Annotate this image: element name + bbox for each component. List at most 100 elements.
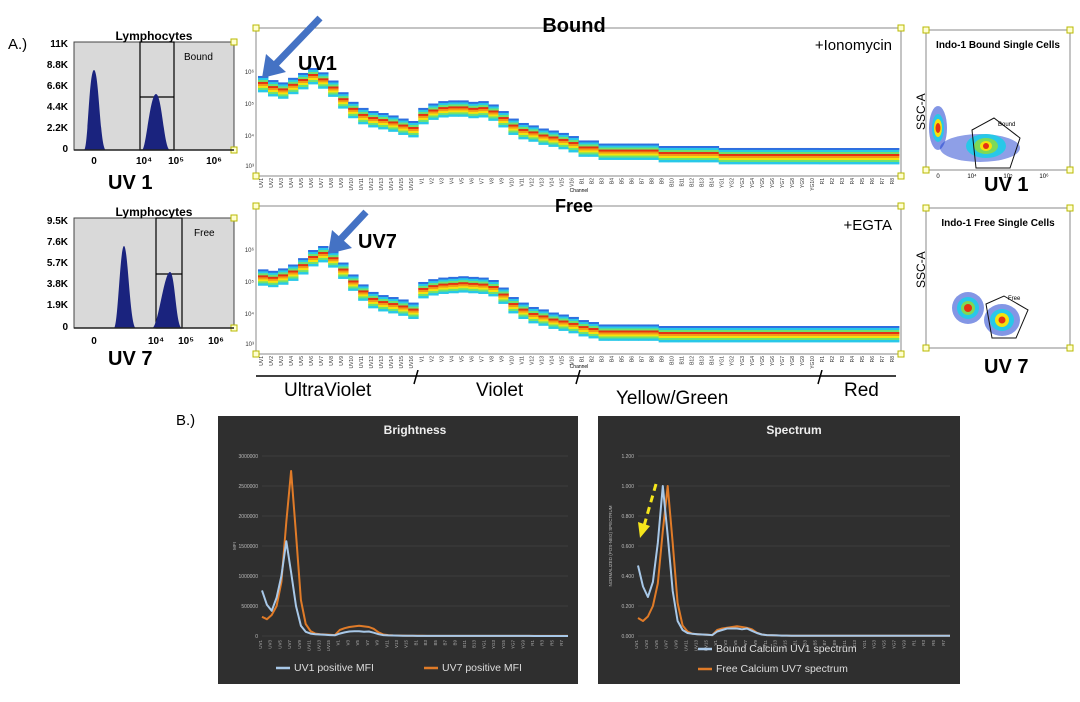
spectrum-cell (848, 326, 860, 329)
y-tick: 10⁵ (245, 101, 255, 108)
spectrum-cell (848, 158, 860, 161)
spectrum-cell (498, 121, 509, 124)
channel-tick: V5 (459, 178, 465, 184)
spectrum-cell (578, 320, 589, 323)
spectrum-cell (688, 145, 700, 149)
spectrum-cell (538, 311, 549, 314)
spectrum-cell (338, 262, 349, 265)
spectrum-cell (498, 299, 509, 302)
spectrum-cell (508, 307, 519, 310)
spectrum-cell (408, 126, 419, 130)
y-tick: 0.200 (621, 604, 634, 610)
spectrum-cell (568, 144, 579, 147)
spectrum-cell (568, 326, 579, 330)
spectrum-cell (578, 148, 589, 151)
x-tick: R3 (921, 640, 926, 646)
scatter-negative-population (929, 106, 947, 150)
spectrum-cell (688, 147, 700, 151)
channel-tick: V10 (509, 356, 515, 365)
spectrum-cell (808, 149, 820, 153)
channel-tick: UV14 (389, 356, 395, 369)
spectrum-cell (488, 284, 499, 287)
scatter-gate (985, 295, 1029, 339)
brightness-chart-svg: Brightness 0 500000 1000000 1500000 2000000 25… (232, 423, 568, 674)
spectrum-cell (328, 84, 339, 87)
y-tick: 11K (50, 39, 69, 50)
spectrum-cell (278, 272, 289, 275)
spectrum-cell (428, 285, 439, 288)
spectrum-cell (468, 276, 479, 280)
spectrum-cell (388, 301, 399, 304)
channel-tick: UV12 (369, 178, 375, 191)
channel-tick: UV1 (259, 356, 265, 366)
spectrum-cell (868, 162, 880, 165)
spectrum-cell (598, 338, 609, 341)
spectrum-cell (558, 326, 569, 329)
gate-label: Bound (184, 52, 213, 63)
spectrum-cell (768, 157, 780, 161)
spectrum-cell (388, 117, 399, 120)
spectrum-cell (698, 336, 710, 339)
spectrum-cell (348, 101, 359, 105)
channel-tick: UV6 (309, 356, 315, 366)
spectrum-cell (288, 91, 299, 95)
spectrum-cell (658, 340, 670, 343)
spectrum-cell (388, 129, 399, 132)
spectrum-cell (518, 306, 529, 309)
spectrum-cell (648, 153, 660, 156)
spectrum-cell (838, 334, 850, 337)
x-tick: YG5 (882, 640, 887, 650)
spectrum-cell (688, 330, 700, 333)
arrow-label: UV7 (358, 231, 397, 253)
spectrum-cell (498, 287, 509, 290)
x-tick: R7 (559, 640, 564, 646)
spectrum-cell (838, 150, 850, 153)
spectrum-cell (308, 260, 319, 263)
spectrum-cell (858, 152, 870, 155)
spectrum-cell (488, 106, 499, 109)
spectrum-title: Bound (542, 15, 605, 37)
spectrum-cell (828, 158, 840, 161)
spectrum-cell (598, 336, 609, 339)
spectrum-cell (448, 282, 459, 286)
channel-tick: B10 (670, 178, 676, 187)
spectrum-cell (588, 140, 599, 143)
laser-label-yg: Yellow/Green (616, 388, 729, 409)
spectrum-cell (268, 92, 279, 95)
spectrum-cell (428, 281, 439, 284)
channel-tick: B1 (580, 178, 586, 184)
spectrum-cell (768, 332, 780, 335)
spectrum-cell (698, 149, 710, 153)
spectrum-cell (278, 274, 289, 277)
spectrum-cell (458, 278, 469, 281)
spectrum-cell (708, 157, 720, 161)
histogram-title: Lymphocytes (116, 205, 193, 219)
x-axis-label: Channel (570, 188, 589, 194)
spectrum-cell (878, 332, 890, 335)
spectrum-cell (868, 160, 880, 163)
spectrum-cell (528, 320, 539, 324)
spectrum-cell (428, 289, 439, 292)
spectrum-cell (438, 287, 449, 290)
spectrum-cell (858, 332, 870, 335)
spectrum-cell (828, 332, 840, 335)
spectrum-cell (828, 150, 840, 153)
spectrum-cell (328, 92, 339, 95)
x-tick: YG7 (892, 640, 897, 650)
spectrum-cell (328, 80, 339, 83)
spectrum-free-svg: 10⁶ 10⁵ 10⁴ 10³ UV1 UV2 UV3 UV4 UV5 UV6 UV7 UV8… (245, 196, 905, 370)
spectrum-cell (458, 284, 469, 287)
spectrum-cell (678, 153, 690, 157)
spectrum-cell (338, 92, 349, 95)
spectrum-cell (878, 162, 890, 165)
spectrum-cell (648, 155, 660, 158)
spectrum-cell (678, 328, 690, 331)
x-tick: V9 (753, 640, 758, 646)
spectrum-cell (268, 88, 279, 91)
spectrum-cell (798, 332, 810, 335)
spectrum-cell (348, 286, 359, 289)
spectrum-cell (588, 322, 599, 325)
spectrum-cell (468, 286, 479, 290)
spectrum-cell (318, 82, 329, 85)
spectrum-cell (438, 281, 449, 284)
